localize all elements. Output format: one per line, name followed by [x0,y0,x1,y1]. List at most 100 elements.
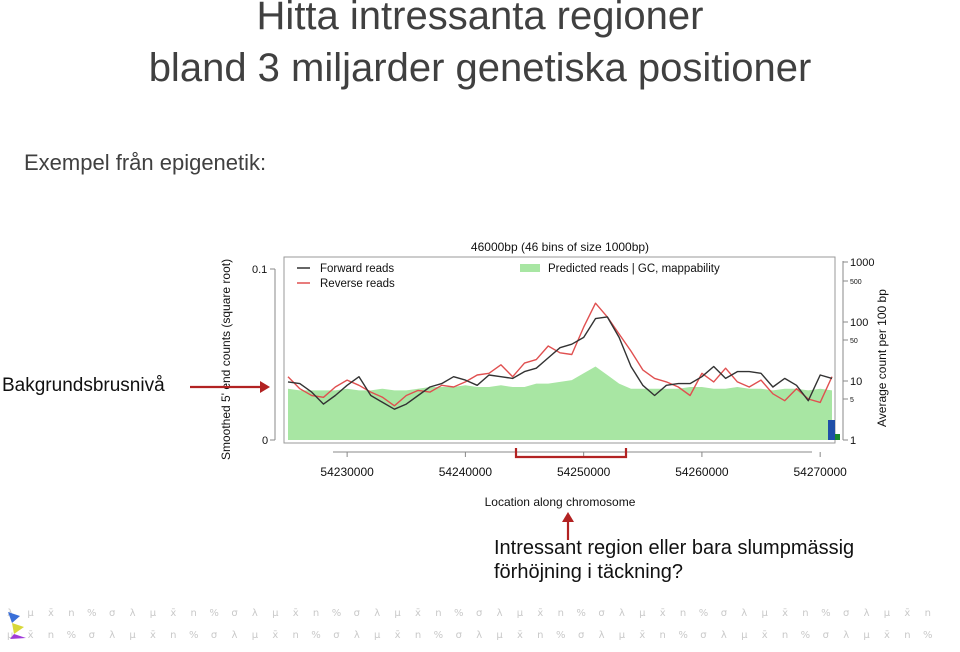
footer-symbol: n [68,608,75,619]
footer-symbol: n [904,630,911,641]
footer-symbol: σ [720,608,728,619]
series-line-forward [287,316,833,410]
right-tick-label: 500 [850,279,862,286]
left-tick-label: 0 [262,435,268,447]
logo-icon [8,612,26,639]
footer-symbol: n [924,608,931,619]
footer-symbol: x̄ [782,608,788,619]
footer-symbol: % [923,630,933,641]
right-scale-bar-blue [828,420,835,440]
footer-symbol: σ [476,608,483,619]
footer-symbol: μ [496,630,503,641]
footer-symbol: % [454,608,464,619]
right-scale-bar-green [835,434,840,440]
footer-symbol: x̄ [884,630,890,641]
footer-symbol: μ [516,608,524,619]
footer-symbol: λ [129,608,136,619]
footer-symbol: μ [251,630,259,641]
footer-symbol: n [170,630,177,641]
footer-symbol: σ [210,630,218,641]
footer-symbol: x̄ [170,608,177,619]
footer-symbol: μ [27,608,34,619]
footer-symbol: x̄ [517,630,523,641]
x-tick-label: 54230000 [320,465,374,479]
footer-symbol: x̄ [48,608,54,619]
slide-title-line2: bland 3 miljarder genetiska positioner [148,46,812,90]
footer-symbol: λ [353,630,360,641]
x-tick-label: 54260000 [675,465,729,479]
series-line-reverse [287,302,833,407]
footer-symbol: x̄ [659,608,666,619]
footer-symbol: σ [843,608,850,619]
footer-symbol: x̄ [761,630,768,641]
footer-symbol: x̄ [537,608,544,619]
legend-swatch-predicted [520,264,540,272]
right-tick-label: 1000 [850,257,874,269]
footer-symbol: μ [761,608,768,619]
x-tick-label: 54270000 [793,465,847,479]
footer-symbol: λ [741,608,748,619]
footer-symbol: μ [883,608,891,619]
footer-symbol: % [433,630,444,641]
footer-symbol: λ [374,608,381,619]
question-line2: förhöjning i täckning? [494,561,684,583]
footer-symbol: % [331,608,342,619]
right-axis-label: Average count per 100 bp [875,289,889,427]
footer-symbol: λ [231,630,238,641]
plot-frame [283,256,836,444]
footer-symbol: x̄ [149,630,156,641]
right-tick-label: 100 [850,317,868,329]
footer-symbol: λ [251,608,258,619]
footer-symbol: λ [618,608,625,619]
footer-symbol: λ [720,630,727,641]
footer-symbol: σ [822,630,829,641]
footer-symbol: μ [272,608,279,619]
footer-symbol: λ [109,630,116,641]
footer-symbol: n [435,608,442,619]
footer-symbol: x̄ [904,608,911,619]
footer-symbol: λ [843,630,850,641]
footer-symbol: n [190,608,197,619]
footer-symbol: n [659,630,666,641]
footer-symbol: % [800,630,811,641]
footer-symbol: λ [476,630,483,641]
footer-symbol: x̄ [415,608,421,619]
right-tick-label: 10 [850,376,862,388]
footer-symbol: μ [149,608,157,619]
footer-symbol: % [555,630,566,641]
slide-title-line1: Hitta intressanta regioner [256,0,704,38]
x-tick-label: 54240000 [439,465,493,479]
footer-symbol: n [537,630,544,641]
footer-symbol: % [209,608,219,619]
right-tick-label: 50 [850,338,858,345]
footer-symbol-row: λ μ x̄ n% σ λ μ x̄ n% σ λ μ x̄ n% σ λ μ x̄ n% σ λ μ x̄ n% σ λ μ x̄ n… [0,608,960,630]
chart-title: 46000bp (46 bins of size 1000bp) [471,240,649,254]
footer-symbol: σ [333,630,340,641]
footer-symbol: σ [353,608,360,619]
left-axis-label: Smoothed 5' end counts (square root) [219,259,233,460]
footer-symbol: % [188,630,199,641]
footer-symbol: % [678,630,688,641]
footer-symbol: n [414,630,422,641]
footer-symbol: x̄ [639,630,646,641]
footer-symbol: σ [231,608,238,619]
footer-symbol: n [47,630,55,641]
right-tick-label: 5 [850,397,854,404]
footer-symbol: μ [394,608,401,619]
footer-symbol: % [698,608,709,619]
background-arrow-head [260,381,270,393]
footer-symbol: λ [496,608,503,619]
footer-symbol: % [66,630,77,641]
footer-symbol: % [821,608,831,619]
footer-symbol: x̄ [394,630,401,641]
footer-symbol: n [679,608,687,619]
question-text: Intressant region eller bara slumpmässig… [494,536,854,584]
footer-symbol: λ [863,608,870,619]
footer-symbol: σ [598,608,605,619]
footer-symbol: n [802,608,809,619]
footer-symbol: % [87,608,97,619]
footer-symbol: μ [863,630,870,641]
footer-symbol: μ [618,630,626,641]
footer-symbol: % [311,630,321,641]
footer-symbol: μ [129,630,136,641]
